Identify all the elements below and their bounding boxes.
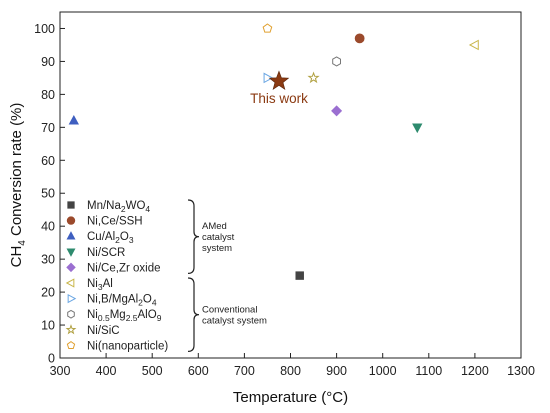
x-tick-label: 600	[188, 364, 209, 378]
legend-label: Ni0.5Mg2.5AlO9	[87, 309, 162, 323]
legend-marker	[67, 201, 75, 209]
legend-marker	[67, 309, 75, 319]
y-axis-title: CH4 Conversion rate (%)	[8, 103, 28, 268]
legend-group-label: Conventional	[202, 305, 257, 316]
data-point	[468, 39, 479, 51]
data-points	[68, 23, 479, 280]
legend-label: Ni/Ce,Zr oxide	[87, 262, 161, 274]
y-axis-title-post: Conversion rate (%)	[8, 103, 25, 241]
y-tick-label: 10	[41, 319, 55, 333]
data-point	[263, 72, 274, 84]
legend-label: Ni,B/MgAl2O4	[87, 294, 157, 308]
this-work-label: This work	[250, 91, 308, 106]
x-tick-label: 1200	[461, 364, 489, 378]
legend-marker	[65, 278, 75, 288]
x-tick-label: 800	[280, 364, 301, 378]
legend-group-label: system	[202, 243, 232, 254]
this-work-annotation: This work	[250, 70, 308, 106]
x-tick-label: 500	[142, 364, 163, 378]
amed-brace	[187, 199, 200, 274]
data-point	[412, 123, 423, 134]
y-axis-ticks: 0 10 20 30 40 50 60 70 80 90 100	[34, 22, 65, 366]
legend-label: Mn/Na2WO4	[87, 200, 150, 214]
x-tick-label: 1100	[415, 364, 442, 378]
data-point	[354, 33, 365, 44]
legend-marker	[65, 324, 77, 335]
y-tick-label: 30	[41, 253, 55, 267]
data-point	[307, 71, 320, 84]
y-tick-label: 80	[41, 88, 55, 102]
legend-group-label: AMed	[202, 221, 227, 232]
y-tick-label: 60	[41, 154, 55, 168]
plot-frame	[59, 11, 522, 359]
this-work-star	[268, 70, 290, 90]
legend-label: Ni,Ce/SSH	[87, 216, 143, 228]
x-tick-label: 900	[326, 364, 347, 378]
legend-marker	[66, 262, 76, 273]
data-point	[295, 271, 304, 280]
data-point	[68, 114, 80, 125]
y-tick-label: 70	[41, 121, 55, 135]
legend-marker	[67, 293, 77, 304]
data-point	[332, 56, 341, 67]
y-tick-label: 0	[48, 352, 55, 366]
y-tick-label: 100	[34, 22, 55, 36]
x-tick-label: 400	[96, 364, 117, 378]
legend-marker	[66, 231, 76, 240]
legend: Mn/Na2WO4 Ni,Ce/SSH Cu/Al2O3 Ni/SCR Ni/Ce,Zr…	[65, 199, 267, 352]
y-tick-label: 50	[41, 187, 55, 201]
y-axis-title-pre: CH	[8, 246, 25, 268]
x-tick-label: 1000	[369, 364, 397, 378]
legend-group-label: catalyst	[202, 232, 235, 243]
y-tick-label: 20	[41, 286, 55, 300]
legend-label: Ni(nanoparticle)	[87, 340, 168, 352]
x-tick-label: 1300	[507, 364, 535, 378]
x-axis-ticks: 300 400 500 600 700 800 900 1000 1100 1200 1300	[50, 353, 535, 378]
legend-marker	[66, 216, 76, 225]
legend-group-label: catalyst system	[202, 316, 267, 327]
y-tick-label: 90	[41, 55, 55, 69]
legend-marker	[66, 340, 76, 349]
legend-label: Ni3Al	[87, 278, 113, 292]
legend-label: Ni/SiC	[87, 325, 120, 337]
legend-label: Ni/SCR	[87, 247, 125, 259]
x-tick-label: 300	[50, 364, 71, 378]
legend-marker	[66, 248, 76, 257]
data-point	[331, 105, 343, 117]
legend-label: Cu/Al2O3	[87, 231, 134, 245]
x-tick-label: 700	[234, 364, 255, 378]
y-tick-label: 40	[41, 220, 55, 234]
axes-frame	[59, 11, 522, 359]
conventional-brace	[187, 277, 200, 352]
x-axis-title: Temperature (°C)	[233, 389, 348, 406]
data-point	[262, 23, 273, 33]
y-axis-title-subscript: 4	[17, 240, 28, 246]
